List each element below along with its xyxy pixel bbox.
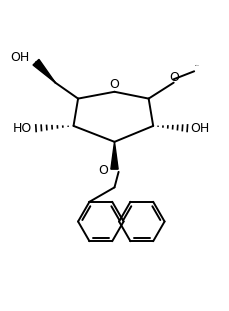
- Text: O: O: [169, 71, 179, 84]
- Text: methyl: methyl: [195, 65, 200, 66]
- Text: O: O: [109, 78, 120, 91]
- Text: OH: OH: [10, 51, 30, 64]
- Polygon shape: [33, 59, 55, 83]
- Text: HO: HO: [13, 122, 32, 135]
- Polygon shape: [111, 142, 118, 169]
- Text: O: O: [99, 164, 109, 177]
- Text: OH: OH: [190, 122, 210, 135]
